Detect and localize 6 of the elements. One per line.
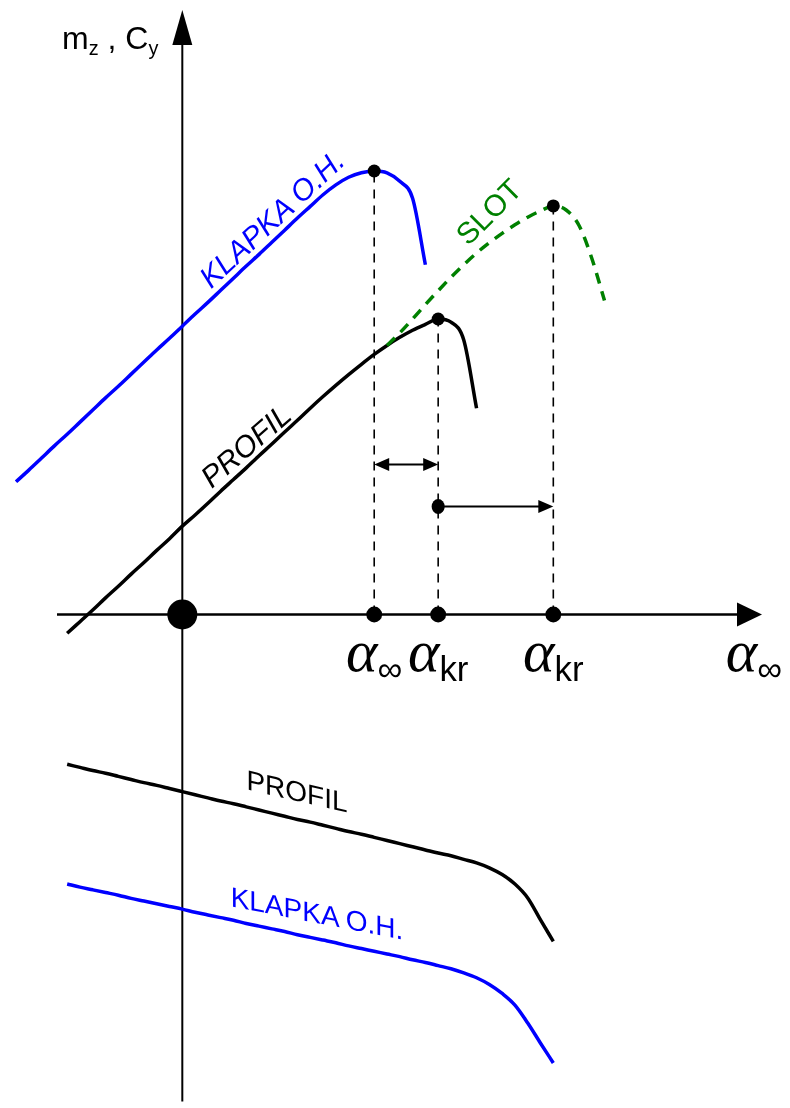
x-tick-label: α$_{kr}$ bbox=[523, 618, 584, 689]
text: KLAPKA O.H. bbox=[230, 881, 404, 946]
y-axis-title: m$_{z}$ , C$_{y}$ bbox=[62, 20, 159, 59]
x-tick-label: α$_{∞}$ bbox=[346, 618, 403, 689]
x-tick-label: α$_{kr}$ bbox=[407, 618, 469, 689]
text: PROFIL bbox=[246, 764, 349, 820]
